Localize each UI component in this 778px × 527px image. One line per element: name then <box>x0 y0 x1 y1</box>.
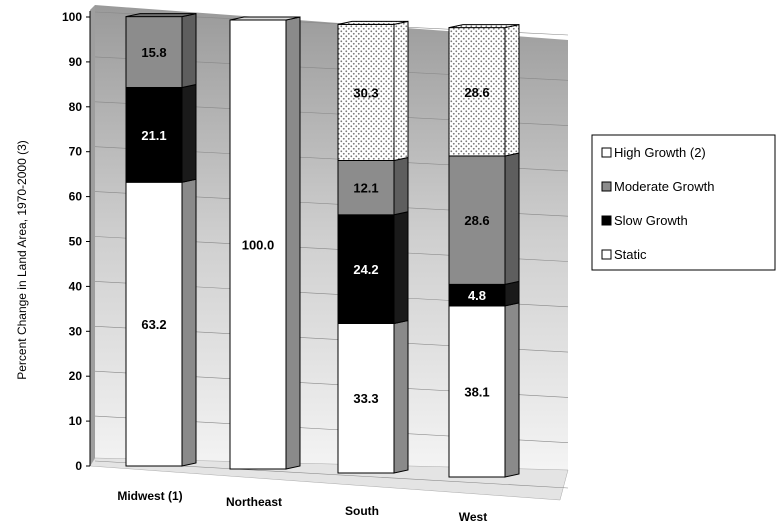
bar-stack-midwest: 63.2 21.1 15.8 <box>125 12 197 467</box>
bar-top <box>125 13 197 18</box>
bar-segment-side <box>504 152 520 286</box>
y-tick-label: 100 <box>62 10 82 24</box>
bars: 63.2 21.1 15.8 100.0 33.3 24.2 12.1 30.3 38.1 4.8… <box>125 12 520 478</box>
bar-segment <box>337 322 395 474</box>
y-tick-label: 70 <box>69 145 83 159</box>
legend-swatch <box>601 181 612 192</box>
bar-top <box>337 20 409 25</box>
y-axis: 0 10 20 30 40 50 60 70 80 90 100 <box>62 10 91 473</box>
bar-segment <box>337 23 395 161</box>
legend-box <box>591 134 776 271</box>
legend-entry: Static <box>614 247 647 262</box>
legend-entry: High Growth (2) <box>614 145 706 160</box>
x-tick-label: Northeast <box>226 495 282 509</box>
x-tick-label: Midwest (1) <box>117 489 182 503</box>
legend: High Growth (2) Moderate Growth Slow Growt… <box>591 134 776 271</box>
data-label: 24.2 <box>353 262 378 277</box>
y-axis-label: Percent Change in Land Area, 1970-2000 (… <box>15 140 29 380</box>
y-tick-label: 50 <box>69 235 83 249</box>
y-tick-label: 30 <box>69 324 83 338</box>
y-tick-label: 80 <box>69 100 83 114</box>
bar-segment-side <box>181 178 197 467</box>
bar-top <box>448 24 520 29</box>
bar-segment-side <box>504 302 520 478</box>
bar-segment <box>229 19 287 470</box>
bar-segment-side <box>504 23 520 157</box>
bar-stack-west: 38.1 4.8 28.6 28.6 <box>448 23 520 478</box>
bar-top <box>229 16 301 21</box>
bar-segment <box>448 27 506 157</box>
bar-segment <box>125 181 183 467</box>
data-label: 33.3 <box>353 391 378 406</box>
y-tick-label: 0 <box>75 459 82 473</box>
data-label: 30.3 <box>353 85 378 100</box>
data-label: 63.2 <box>141 317 166 332</box>
legend-swatch <box>601 215 612 226</box>
data-label: 28.6 <box>464 85 489 100</box>
bar-stack-south: 33.3 24.2 12.1 30.3 <box>337 20 409 474</box>
x-tick-label: South <box>345 504 379 518</box>
side-wall <box>90 5 95 466</box>
y-tick-label: 40 <box>69 279 83 293</box>
data-label: 4.8 <box>468 288 486 303</box>
x-axis: Midwest (1) Northeast South West <box>117 489 487 524</box>
y-tick-label: 90 <box>69 55 83 69</box>
legend-entry: Moderate Growth <box>614 179 714 194</box>
y-tick-label: 20 <box>69 369 83 383</box>
bar-segment <box>448 155 506 285</box>
bar-segment-side <box>504 280 520 307</box>
legend-swatch <box>601 147 612 158</box>
x-tick-label: West <box>459 510 487 524</box>
data-label: 28.6 <box>464 213 489 228</box>
data-label: 38.1 <box>464 384 489 399</box>
data-label: 100.0 <box>242 238 275 253</box>
bar-segment <box>337 214 395 324</box>
y-tick-label: 10 <box>69 414 83 428</box>
bar-segment-side <box>181 83 197 183</box>
data-label: 15.8 <box>141 45 166 60</box>
bar-segment-side <box>393 156 409 216</box>
bar-stack-northeast: 100.0 <box>229 16 301 470</box>
legend-entry: Slow Growth <box>614 213 688 228</box>
bar-segment <box>337 159 395 216</box>
y-tick-label: 60 <box>69 190 83 204</box>
data-label: 12.1 <box>353 181 378 196</box>
bar-segment-side <box>181 12 197 89</box>
bar-segment-side <box>393 211 409 325</box>
bar-segment-side <box>285 16 301 470</box>
legend-swatch <box>601 249 612 260</box>
data-label: 21.1 <box>141 128 166 143</box>
bar-segment-side <box>393 319 409 474</box>
bar-segment-side <box>393 20 409 162</box>
